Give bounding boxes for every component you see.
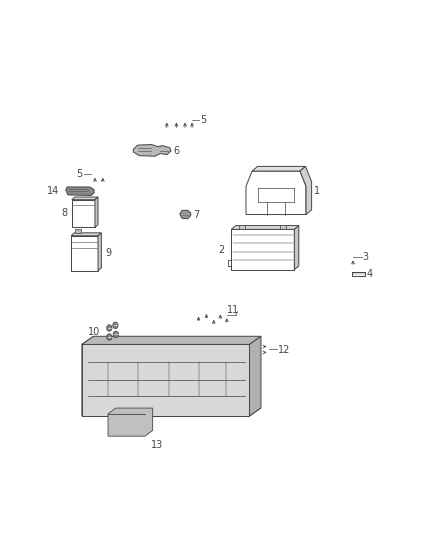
- Text: 14: 14: [47, 186, 59, 196]
- Circle shape: [113, 322, 118, 328]
- Polygon shape: [82, 336, 261, 344]
- Polygon shape: [72, 197, 98, 200]
- FancyBboxPatch shape: [75, 229, 81, 233]
- Text: 2: 2: [219, 245, 225, 255]
- Text: 10: 10: [88, 327, 100, 337]
- Polygon shape: [231, 229, 294, 270]
- FancyBboxPatch shape: [239, 224, 245, 229]
- Text: 9: 9: [106, 248, 112, 259]
- Text: 5: 5: [200, 115, 207, 125]
- Polygon shape: [82, 344, 250, 416]
- Circle shape: [113, 331, 118, 337]
- Text: 1: 1: [314, 185, 320, 196]
- Text: 7: 7: [193, 209, 199, 220]
- Polygon shape: [252, 166, 306, 171]
- Polygon shape: [82, 408, 261, 416]
- Polygon shape: [231, 225, 299, 229]
- Polygon shape: [246, 171, 306, 215]
- Polygon shape: [133, 144, 171, 156]
- Polygon shape: [250, 336, 261, 416]
- Polygon shape: [82, 336, 93, 416]
- Polygon shape: [72, 200, 95, 227]
- Polygon shape: [71, 236, 98, 271]
- Text: 3: 3: [363, 253, 369, 262]
- Polygon shape: [180, 211, 191, 219]
- FancyBboxPatch shape: [280, 224, 286, 229]
- Text: 12: 12: [278, 345, 290, 355]
- Polygon shape: [108, 408, 153, 436]
- Text: 8: 8: [61, 208, 67, 219]
- Polygon shape: [300, 166, 311, 215]
- Text: 6: 6: [173, 146, 180, 156]
- Polygon shape: [71, 233, 101, 236]
- Text: 4: 4: [367, 269, 373, 279]
- Text: 5: 5: [77, 169, 83, 179]
- Polygon shape: [95, 197, 98, 227]
- Polygon shape: [66, 187, 94, 196]
- Circle shape: [107, 325, 112, 331]
- Circle shape: [107, 334, 112, 340]
- Polygon shape: [294, 225, 299, 270]
- Text: 11: 11: [227, 305, 239, 315]
- Polygon shape: [98, 233, 101, 271]
- Text: 13: 13: [151, 440, 163, 450]
